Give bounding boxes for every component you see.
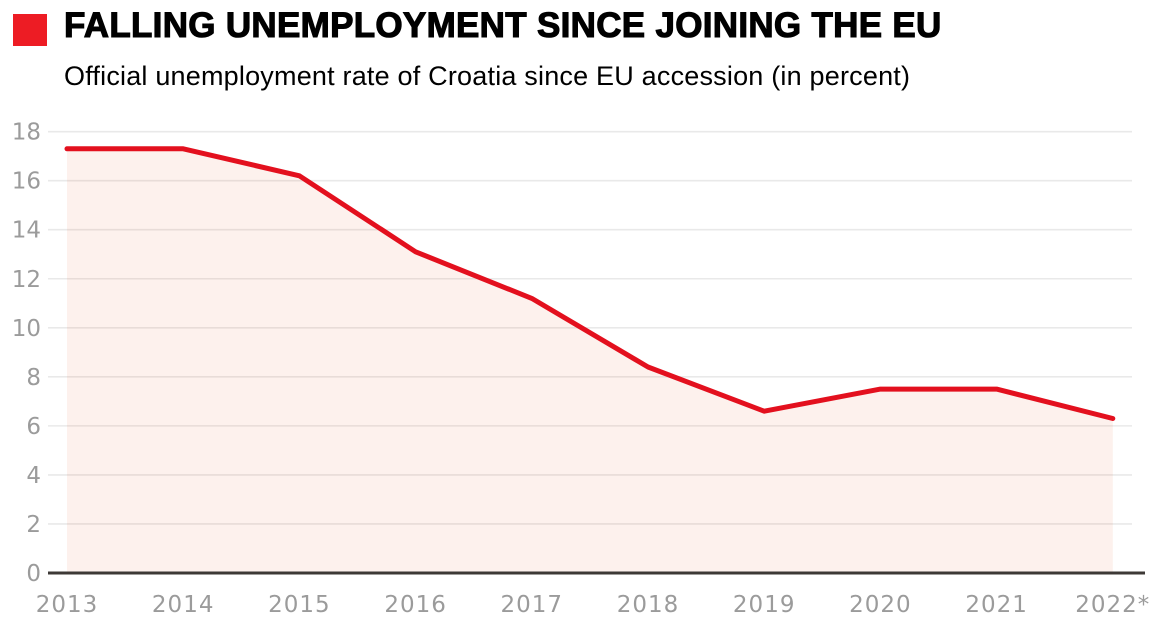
x-axis-tick-label: 2015 [268, 592, 331, 618]
y-axis-tick-label: 10 [12, 316, 41, 342]
y-axis-tick-label: 2 [26, 512, 41, 538]
y-axis-tick-label: 12 [12, 267, 41, 293]
x-axis-tick-label: 2019 [733, 592, 796, 618]
x-axis-tick-label: 2014 [152, 592, 215, 618]
x-axis-tick-label: 2021 [965, 592, 1028, 618]
x-axis-tick-label: 2017 [501, 592, 564, 618]
trend-line [64, 146, 1116, 421]
y-axis-tick-label: 8 [26, 365, 41, 391]
y-axis-tick-label: 18 [12, 120, 41, 146]
y-axis-tick-label: 14 [12, 218, 41, 244]
y-axis-tick-label: 16 [12, 169, 41, 195]
x-axis-tick-label: 2016 [384, 592, 447, 618]
x-axis-tick-label: 2022* [1075, 592, 1150, 618]
brand-square-icon [13, 14, 47, 46]
x-axis-tick-label: 2018 [617, 592, 680, 618]
x-axis-tick-label: 2013 [36, 592, 99, 618]
x-axis-tick-label: 2020 [849, 592, 912, 618]
chart-subtitle: Official unemployment rate of Croatia si… [64, 61, 911, 91]
area-fill [67, 148, 1113, 574]
y-axis-tick-label: 4 [26, 463, 41, 489]
y-axis-tick-label: 0 [26, 561, 41, 587]
chart-title: FALLING UNEMPLOYMENT SINCE JOINING THE E… [63, 5, 942, 45]
y-axis-tick-label: 6 [26, 414, 41, 440]
